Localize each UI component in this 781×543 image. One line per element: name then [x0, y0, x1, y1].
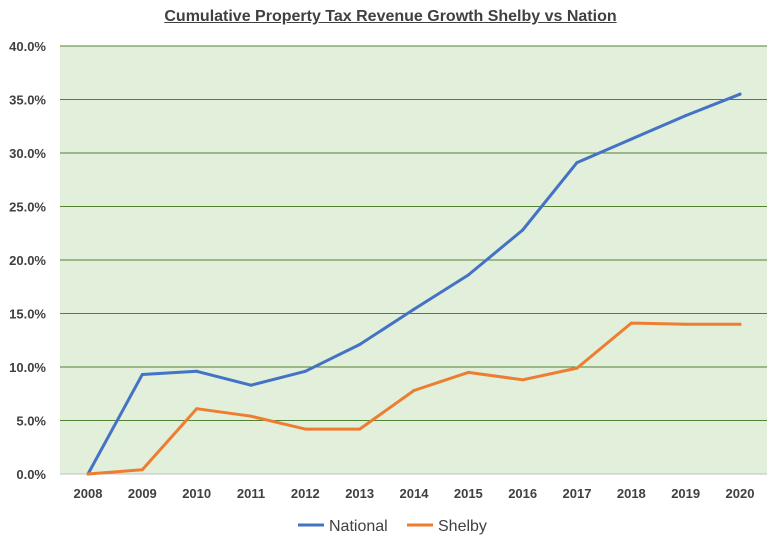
- x-tick-label: 2015: [454, 486, 483, 501]
- data-point: [412, 307, 416, 311]
- data-point: [575, 366, 579, 370]
- data-point: [140, 372, 144, 376]
- data-point: [521, 228, 525, 232]
- data-point: [684, 322, 688, 326]
- x-tick-label: 2010: [182, 486, 211, 501]
- data-point: [86, 472, 90, 476]
- data-point: [738, 92, 742, 96]
- y-tick-label: 15.0%: [9, 307, 46, 322]
- data-point: [738, 322, 742, 326]
- data-point: [629, 321, 633, 325]
- data-point: [249, 383, 253, 387]
- data-point: [195, 369, 199, 373]
- y-tick-label: 0.0%: [16, 467, 46, 482]
- data-point: [303, 369, 307, 373]
- x-tick-label: 2017: [563, 486, 592, 501]
- legend: National Shelby: [298, 518, 487, 535]
- legend-item-shelby: Shelby: [407, 518, 487, 535]
- y-tick-label: 35.0%: [9, 93, 46, 108]
- x-tick-label: 2019: [671, 486, 700, 501]
- gridlines: [60, 45, 767, 475]
- data-point: [249, 414, 253, 418]
- series-lines: [86, 92, 742, 476]
- x-tick-label: 2018: [617, 486, 646, 501]
- data-point: [140, 468, 144, 472]
- data-point: [521, 378, 525, 382]
- y-axis-ticks: 0.0% 5.0% 10.0% 15.0% 20.0% 25.0% 30.0% 35.0% 40…: [9, 39, 46, 482]
- legend-label: Shelby: [438, 518, 487, 535]
- x-tick-label: 2020: [726, 486, 755, 501]
- data-point: [684, 114, 688, 118]
- legend-item-national: National: [298, 518, 388, 535]
- y-tick-label: 40.0%: [9, 39, 46, 54]
- y-tick-label: 10.0%: [9, 360, 46, 375]
- data-point: [303, 427, 307, 431]
- data-point: [575, 161, 579, 165]
- y-tick-label: 25.0%: [9, 200, 46, 215]
- x-tick-label: 2011: [237, 486, 265, 501]
- legend-label: National: [329, 518, 388, 535]
- y-tick-label: 30.0%: [9, 146, 46, 161]
- chart-title: Cumulative Property Tax Revenue Growth S…: [164, 8, 617, 25]
- data-point: [629, 137, 633, 141]
- x-tick-label: 2014: [400, 486, 430, 501]
- y-tick-label: 20.0%: [9, 253, 46, 268]
- x-tick-label: 2013: [345, 486, 374, 501]
- data-point: [412, 389, 416, 393]
- data-point: [466, 273, 470, 277]
- x-tick-label: 2009: [128, 486, 157, 501]
- data-point: [358, 343, 362, 347]
- data-point: [195, 407, 199, 411]
- x-tick-label: 2016: [508, 486, 537, 501]
- x-axis-ticks: 2008 2009 2010 2011 2012 2013 2014 2015 2016 2017…: [74, 486, 755, 501]
- x-tick-label: 2008: [74, 486, 103, 501]
- data-point: [466, 370, 470, 374]
- y-tick-label: 5.0%: [16, 414, 46, 429]
- data-point: [358, 427, 362, 431]
- x-tick-label: 2012: [291, 486, 320, 501]
